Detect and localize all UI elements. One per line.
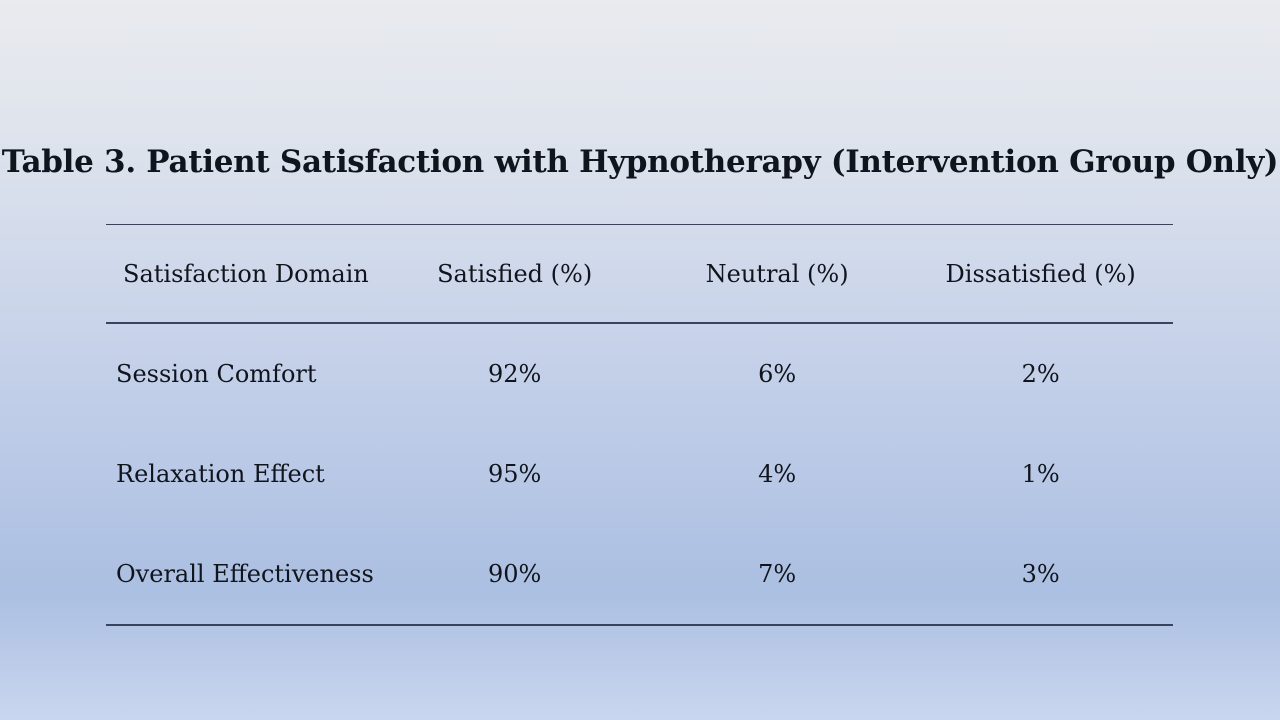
table-cell-domain: Session Comfort	[116, 360, 317, 388]
table-row-overall-effectiveness: Overall Effectiveness 90% 7% 3%	[106, 524, 1173, 624]
table-cell-domain: Overall Effectiveness	[116, 560, 374, 588]
table-cell-dissatisfied: 1%	[1021, 460, 1060, 488]
table-header-row: Satisfaction Domain Satisfied (%) Neutra…	[106, 224, 1173, 324]
table-cell-dissatisfied: 2%	[1021, 360, 1060, 388]
table-title: Table 3. Patient Satisfaction with Hypno…	[1, 144, 1279, 180]
table-row-session-comfort: Session Comfort 92% 6% 2%	[106, 324, 1173, 424]
table-cell-satisfied: 95%	[487, 460, 542, 488]
table-cell-dissatisfied: 3%	[1021, 560, 1060, 588]
column-header-neutral: Neutral (%)	[705, 259, 849, 288]
table-cell-satisfied: 92%	[487, 360, 542, 388]
satisfaction-table: Satisfaction Domain Satisfied (%) Neutra…	[106, 224, 1173, 626]
table-row-relaxation-effect: Relaxation Effect 95% 4% 1%	[106, 424, 1173, 524]
table-cell-domain: Relaxation Effect	[116, 460, 325, 488]
table-cell-neutral: 7%	[758, 560, 797, 588]
column-header-satisfaction-domain: Satisfaction Domain	[123, 259, 369, 288]
table-body: Session Comfort 92% 6% 2% Relaxation Eff…	[106, 324, 1173, 626]
table-cell-neutral: 6%	[758, 360, 797, 388]
column-header-satisfied: Satisfied (%)	[437, 259, 593, 288]
table-cell-satisfied: 90%	[487, 560, 542, 588]
column-header-dissatisfied: Dissatisfied (%)	[945, 259, 1136, 288]
table-cell-neutral: 4%	[758, 460, 797, 488]
